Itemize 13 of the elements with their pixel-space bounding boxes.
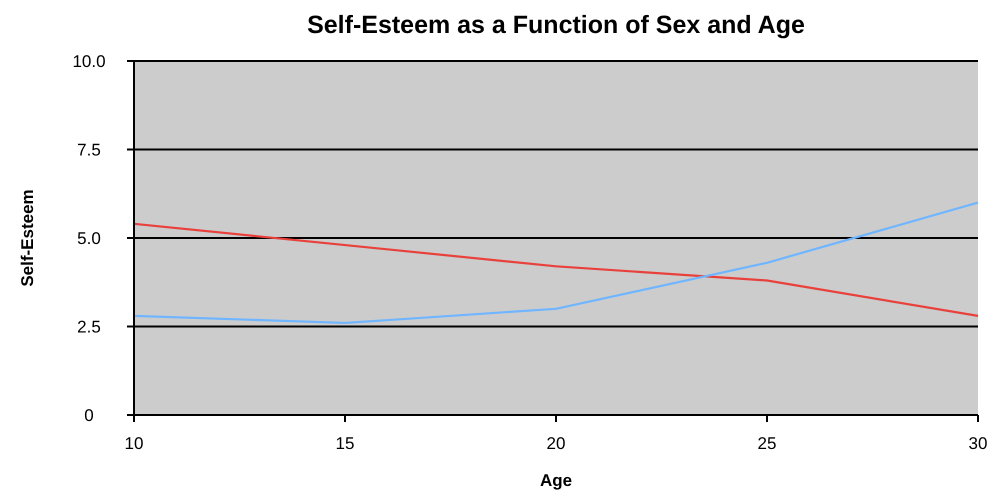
y-tick-label: 10.0	[72, 52, 106, 71]
x-tick-label: 10	[124, 434, 144, 453]
y-axis-title: Self-Esteem	[18, 189, 37, 287]
x-tick-label: 20	[546, 434, 566, 453]
x-tick-label: 30	[968, 434, 988, 453]
x-tick-label: 25	[758, 434, 776, 453]
y-tick-label: 2.5	[77, 317, 101, 336]
y-tick-label: 5.0	[77, 228, 101, 248]
y-tick-label: 7.5	[77, 140, 101, 160]
y-tick-label: 0	[84, 406, 94, 425]
x-tick-label: 15	[336, 434, 354, 453]
chart-title: Self-Esteem as a Function of Sex and Age	[307, 11, 805, 39]
x-axis-title: Age	[540, 471, 572, 490]
